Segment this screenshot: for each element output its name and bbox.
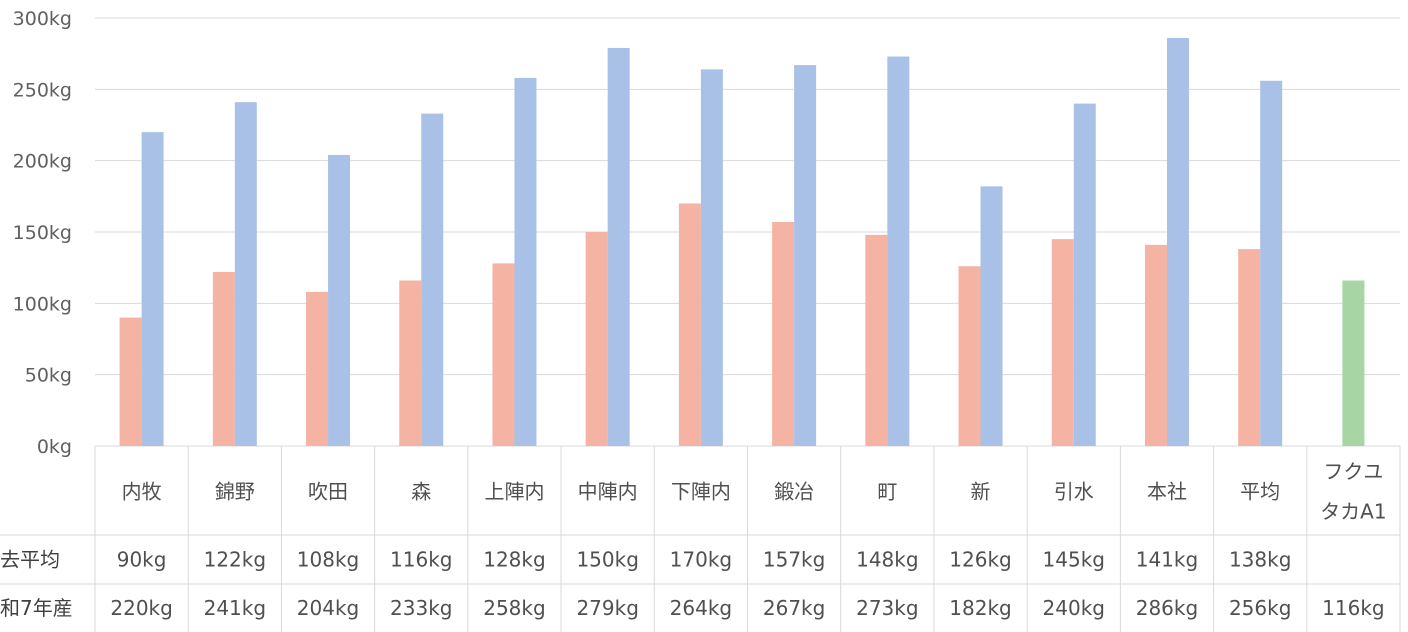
data-value-label: 148kg xyxy=(856,548,918,572)
y-tick-label: 300kg xyxy=(13,8,72,30)
category-label: フクユ xyxy=(1323,460,1383,484)
gridlines xyxy=(95,17,1400,447)
bar-series-3 xyxy=(1342,280,1365,446)
bar-series-1 xyxy=(119,317,142,446)
series-row-label: 和7年産 xyxy=(0,596,73,620)
data-value-label: 128kg xyxy=(483,548,545,572)
bar-series-2 xyxy=(1073,103,1096,446)
data-value-label: 170kg xyxy=(670,548,732,572)
data-value-label: 126kg xyxy=(949,548,1011,572)
data-value-label: 116kg xyxy=(390,548,452,572)
category-label: 平均 xyxy=(1240,480,1280,504)
bars xyxy=(119,37,1365,447)
data-value-label: 258kg xyxy=(483,596,545,620)
bar-series-2 xyxy=(328,154,351,446)
bar-series-1 xyxy=(1051,239,1074,446)
data-value-label: 240kg xyxy=(1043,596,1105,620)
bar-series-1 xyxy=(1238,249,1261,446)
y-axis: 0kg 50kg 100kg 150kg 200kg 250kg 300kg xyxy=(13,8,72,458)
bar-series-2 xyxy=(141,132,164,446)
data-value-label: 256kg xyxy=(1229,596,1291,620)
bar-series-2 xyxy=(607,47,630,447)
category-label: 下陣内 xyxy=(671,480,731,504)
data-value-label: 279kg xyxy=(576,596,638,620)
bar-series-2 xyxy=(514,77,537,447)
category-label: 新 xyxy=(971,480,991,504)
y-tick-label: 250kg xyxy=(13,79,72,101)
category-label: 町 xyxy=(877,480,897,504)
data-value-label: 241kg xyxy=(204,596,266,620)
data-value-label: 138kg xyxy=(1229,548,1291,572)
data-value-label: 182kg xyxy=(949,596,1011,620)
data-value-label: 108kg xyxy=(297,548,359,572)
category-label: 錦野 xyxy=(215,480,255,504)
data-value-label: 286kg xyxy=(1136,596,1198,620)
bar-series-2 xyxy=(794,65,817,446)
bar-series-1 xyxy=(492,263,515,446)
bar-series-2 xyxy=(1166,37,1189,447)
category-label: 上陣内 xyxy=(484,480,544,504)
data-value-label: 220kg xyxy=(110,596,172,620)
data-value-label: 273kg xyxy=(856,596,918,620)
y-tick-label: 0kg xyxy=(37,436,72,458)
data-value-label: 116kg xyxy=(1322,596,1384,620)
data-value-label: 150kg xyxy=(576,548,638,572)
bar-series-2 xyxy=(234,102,257,446)
bar-series-1 xyxy=(585,232,608,446)
category-label: 引水 xyxy=(1054,480,1094,504)
data-value-label: 90kg xyxy=(117,548,167,572)
data-value-label: 267kg xyxy=(763,596,825,620)
data-value-label: 141kg xyxy=(1136,548,1198,572)
category-label: 内牧 xyxy=(122,480,162,504)
bar-series-1 xyxy=(1144,244,1167,446)
bar-series-2 xyxy=(980,186,1003,446)
bar-series-1 xyxy=(772,222,795,446)
bar-series-2 xyxy=(887,56,910,447)
bar-series-1 xyxy=(399,280,422,446)
data-value-label: 145kg xyxy=(1043,548,1105,572)
category-label: 森 xyxy=(411,480,431,504)
bar-series-1 xyxy=(306,291,329,446)
y-tick-label: 150kg xyxy=(13,222,72,244)
data-value-label: 233kg xyxy=(390,596,452,620)
data-value-label: 204kg xyxy=(297,596,359,620)
category-label: 中陣内 xyxy=(578,480,638,504)
data-value-label: 122kg xyxy=(204,548,266,572)
category-label: タカA1 xyxy=(1320,500,1386,524)
bar-series-1 xyxy=(212,271,235,446)
data-value-label: 264kg xyxy=(670,596,732,620)
category-label: 鍛冶 xyxy=(774,480,814,504)
series-row-label: 去平均 xyxy=(0,548,60,572)
bar-series-1 xyxy=(865,234,888,446)
data-value-label: 157kg xyxy=(763,548,825,572)
y-tick-label: 200kg xyxy=(13,151,72,173)
bar-series-2 xyxy=(421,113,444,446)
category-label: 本社 xyxy=(1147,480,1187,504)
bar-series-2 xyxy=(1260,80,1283,447)
y-tick-label: 50kg xyxy=(25,365,72,387)
bar-series-1 xyxy=(678,203,701,446)
y-tick-label: 100kg xyxy=(13,293,72,315)
bar-series-1 xyxy=(958,266,981,446)
category-label: 吹田 xyxy=(308,480,348,504)
bar-series-2 xyxy=(700,69,723,447)
